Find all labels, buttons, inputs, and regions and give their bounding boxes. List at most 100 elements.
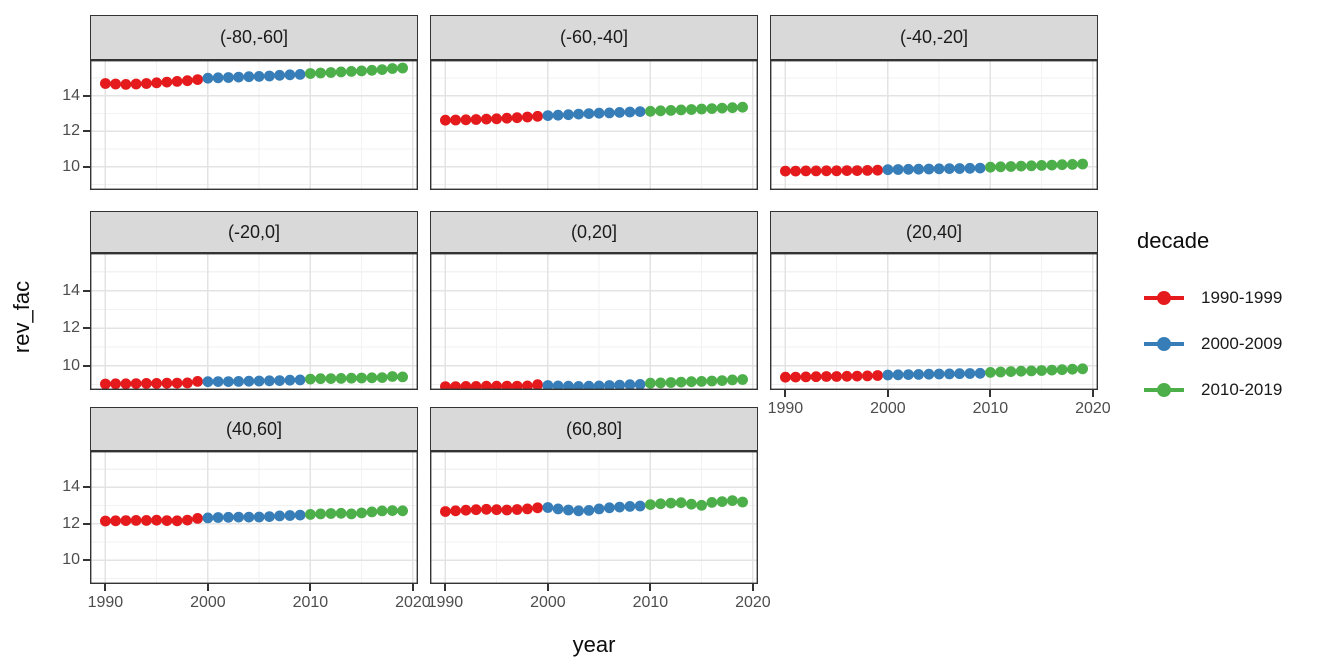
data-point [325,508,337,519]
data-point [522,111,533,123]
data-point [706,497,718,508]
legend-entry-label: 2010-2019 [1201,380,1283,399]
data-point [151,77,162,89]
data-point [913,163,924,175]
facet-strip-label: (-20,0] [227,221,281,242]
data-point [294,69,306,80]
data-point [305,509,316,520]
data-point [903,369,914,380]
data-point [563,380,574,390]
facet-panel [90,253,418,390]
y-tick-mark [83,165,90,168]
data-point [1005,366,1017,377]
data-point [933,368,945,380]
data-point [253,511,265,523]
facet-panel [430,253,758,390]
facet-panel [90,60,418,190]
data-point [130,515,142,526]
data-point [862,165,873,176]
data-point [573,108,584,120]
data-point [440,381,451,390]
data-point [274,510,285,522]
data-point [923,163,935,175]
data-point [614,107,625,118]
data-point [141,378,152,389]
data-point [933,163,945,175]
facet-strip-label: (-60,-40] [559,27,629,47]
x-axis-title: year [572,632,616,657]
data-point [100,78,111,89]
x-tick-mark [1091,390,1094,397]
y-tick-label: 10 [62,551,80,569]
data-point [284,510,296,521]
x-tick-label: 2020 [395,594,431,611]
data-point [284,69,296,81]
data-point [872,370,883,381]
data-point [346,66,357,77]
data-point [182,514,193,526]
facet-strip-label: (20,40] [905,221,963,242]
facet-panel [430,451,758,584]
data-point [264,70,275,82]
data-point [501,112,513,124]
data-point [356,507,367,519]
data-point [151,378,162,389]
data-point [376,64,388,75]
x-tick-label: 2000 [190,594,226,611]
data-point [645,377,656,389]
data-point [356,372,367,384]
data-point [522,503,533,515]
data-point [790,165,801,177]
data-point [604,380,615,390]
data-point [985,161,996,173]
data-point [366,372,378,384]
data-point [645,105,656,117]
y-tick-mark [83,522,90,525]
data-point [233,376,245,387]
data-point [892,164,904,175]
data-point [182,75,193,87]
data-point [655,498,666,510]
data-point [634,500,646,512]
data-point [696,376,707,387]
data-point [192,376,203,387]
legend-entry-label: 1990-1999 [1201,288,1283,307]
facet-strip: (0,20] [430,211,758,253]
data-point [387,63,398,74]
data-point [161,515,173,526]
data-point [841,370,853,382]
facet-strip: (60,80] [430,407,758,451]
y-tick-label: 10 [62,157,80,175]
y-tick-label: 12 [62,514,80,532]
data-point [202,376,214,388]
data-point [964,368,976,379]
data-point [737,374,748,385]
data-point [202,72,214,84]
data-point [532,502,543,514]
data-point [686,376,697,388]
data-point [243,511,255,523]
facet-panel [430,60,758,190]
data-point [985,367,996,378]
x-tick-mark [206,584,209,591]
data-point [161,76,173,88]
data-point [1036,365,1047,376]
x-tick-mark [444,584,447,591]
data-point [284,374,296,386]
x-tick-mark [411,584,414,591]
data-point [366,506,378,518]
legend-entry: 2010-2019 [1143,376,1282,404]
data-point [862,370,873,382]
legend-entry-label: 2000-2009 [1201,334,1283,353]
data-point [315,67,326,79]
legend-key-icon [1144,383,1184,397]
data-point [192,513,203,524]
data-point [1015,365,1027,377]
data-point [954,368,965,380]
y-tick-label: 12 [62,122,80,140]
data-point [995,366,1006,378]
data-point [120,378,132,390]
data-point [686,498,697,510]
data-point [141,78,152,89]
data-point [460,114,472,126]
